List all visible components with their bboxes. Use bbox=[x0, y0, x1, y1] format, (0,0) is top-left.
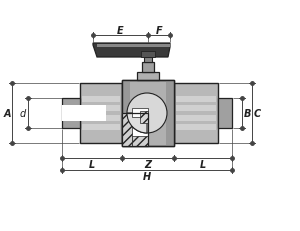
Bar bbox=[82, 116, 120, 122]
Bar bbox=[62, 106, 106, 122]
Bar bbox=[62, 99, 80, 128]
Bar bbox=[144, 58, 152, 63]
Text: H: H bbox=[143, 171, 151, 181]
Text: Z: Z bbox=[144, 159, 152, 169]
Text: d: d bbox=[20, 109, 26, 119]
Circle shape bbox=[127, 94, 167, 134]
Bar bbox=[122, 113, 148, 146]
Text: A: A bbox=[3, 109, 11, 119]
Bar bbox=[132, 137, 148, 146]
Bar bbox=[122, 113, 148, 146]
Bar bbox=[176, 116, 216, 122]
Text: L: L bbox=[89, 159, 95, 169]
Bar bbox=[122, 113, 132, 146]
Bar bbox=[132, 109, 148, 118]
Bar bbox=[122, 81, 174, 146]
Text: F: F bbox=[156, 26, 162, 36]
Wedge shape bbox=[127, 113, 147, 134]
Bar bbox=[137, 73, 159, 81]
Bar bbox=[218, 99, 232, 128]
Bar bbox=[122, 113, 148, 146]
Polygon shape bbox=[93, 44, 170, 58]
Bar bbox=[140, 112, 148, 123]
Bar bbox=[122, 81, 174, 146]
Bar bbox=[141, 52, 155, 58]
Bar bbox=[176, 106, 216, 112]
Bar bbox=[82, 97, 120, 103]
Text: C: C bbox=[254, 109, 261, 119]
Bar bbox=[97, 45, 170, 48]
Text: L: L bbox=[200, 159, 206, 169]
Bar bbox=[122, 81, 130, 146]
Text: B: B bbox=[243, 109, 251, 119]
Bar bbox=[174, 84, 218, 143]
Text: E: E bbox=[117, 26, 124, 36]
Bar bbox=[142, 63, 154, 73]
Bar bbox=[82, 125, 120, 131]
Bar bbox=[80, 84, 122, 143]
Bar bbox=[166, 81, 174, 146]
Bar bbox=[176, 125, 216, 131]
Bar bbox=[82, 106, 120, 112]
Bar bbox=[176, 97, 216, 103]
